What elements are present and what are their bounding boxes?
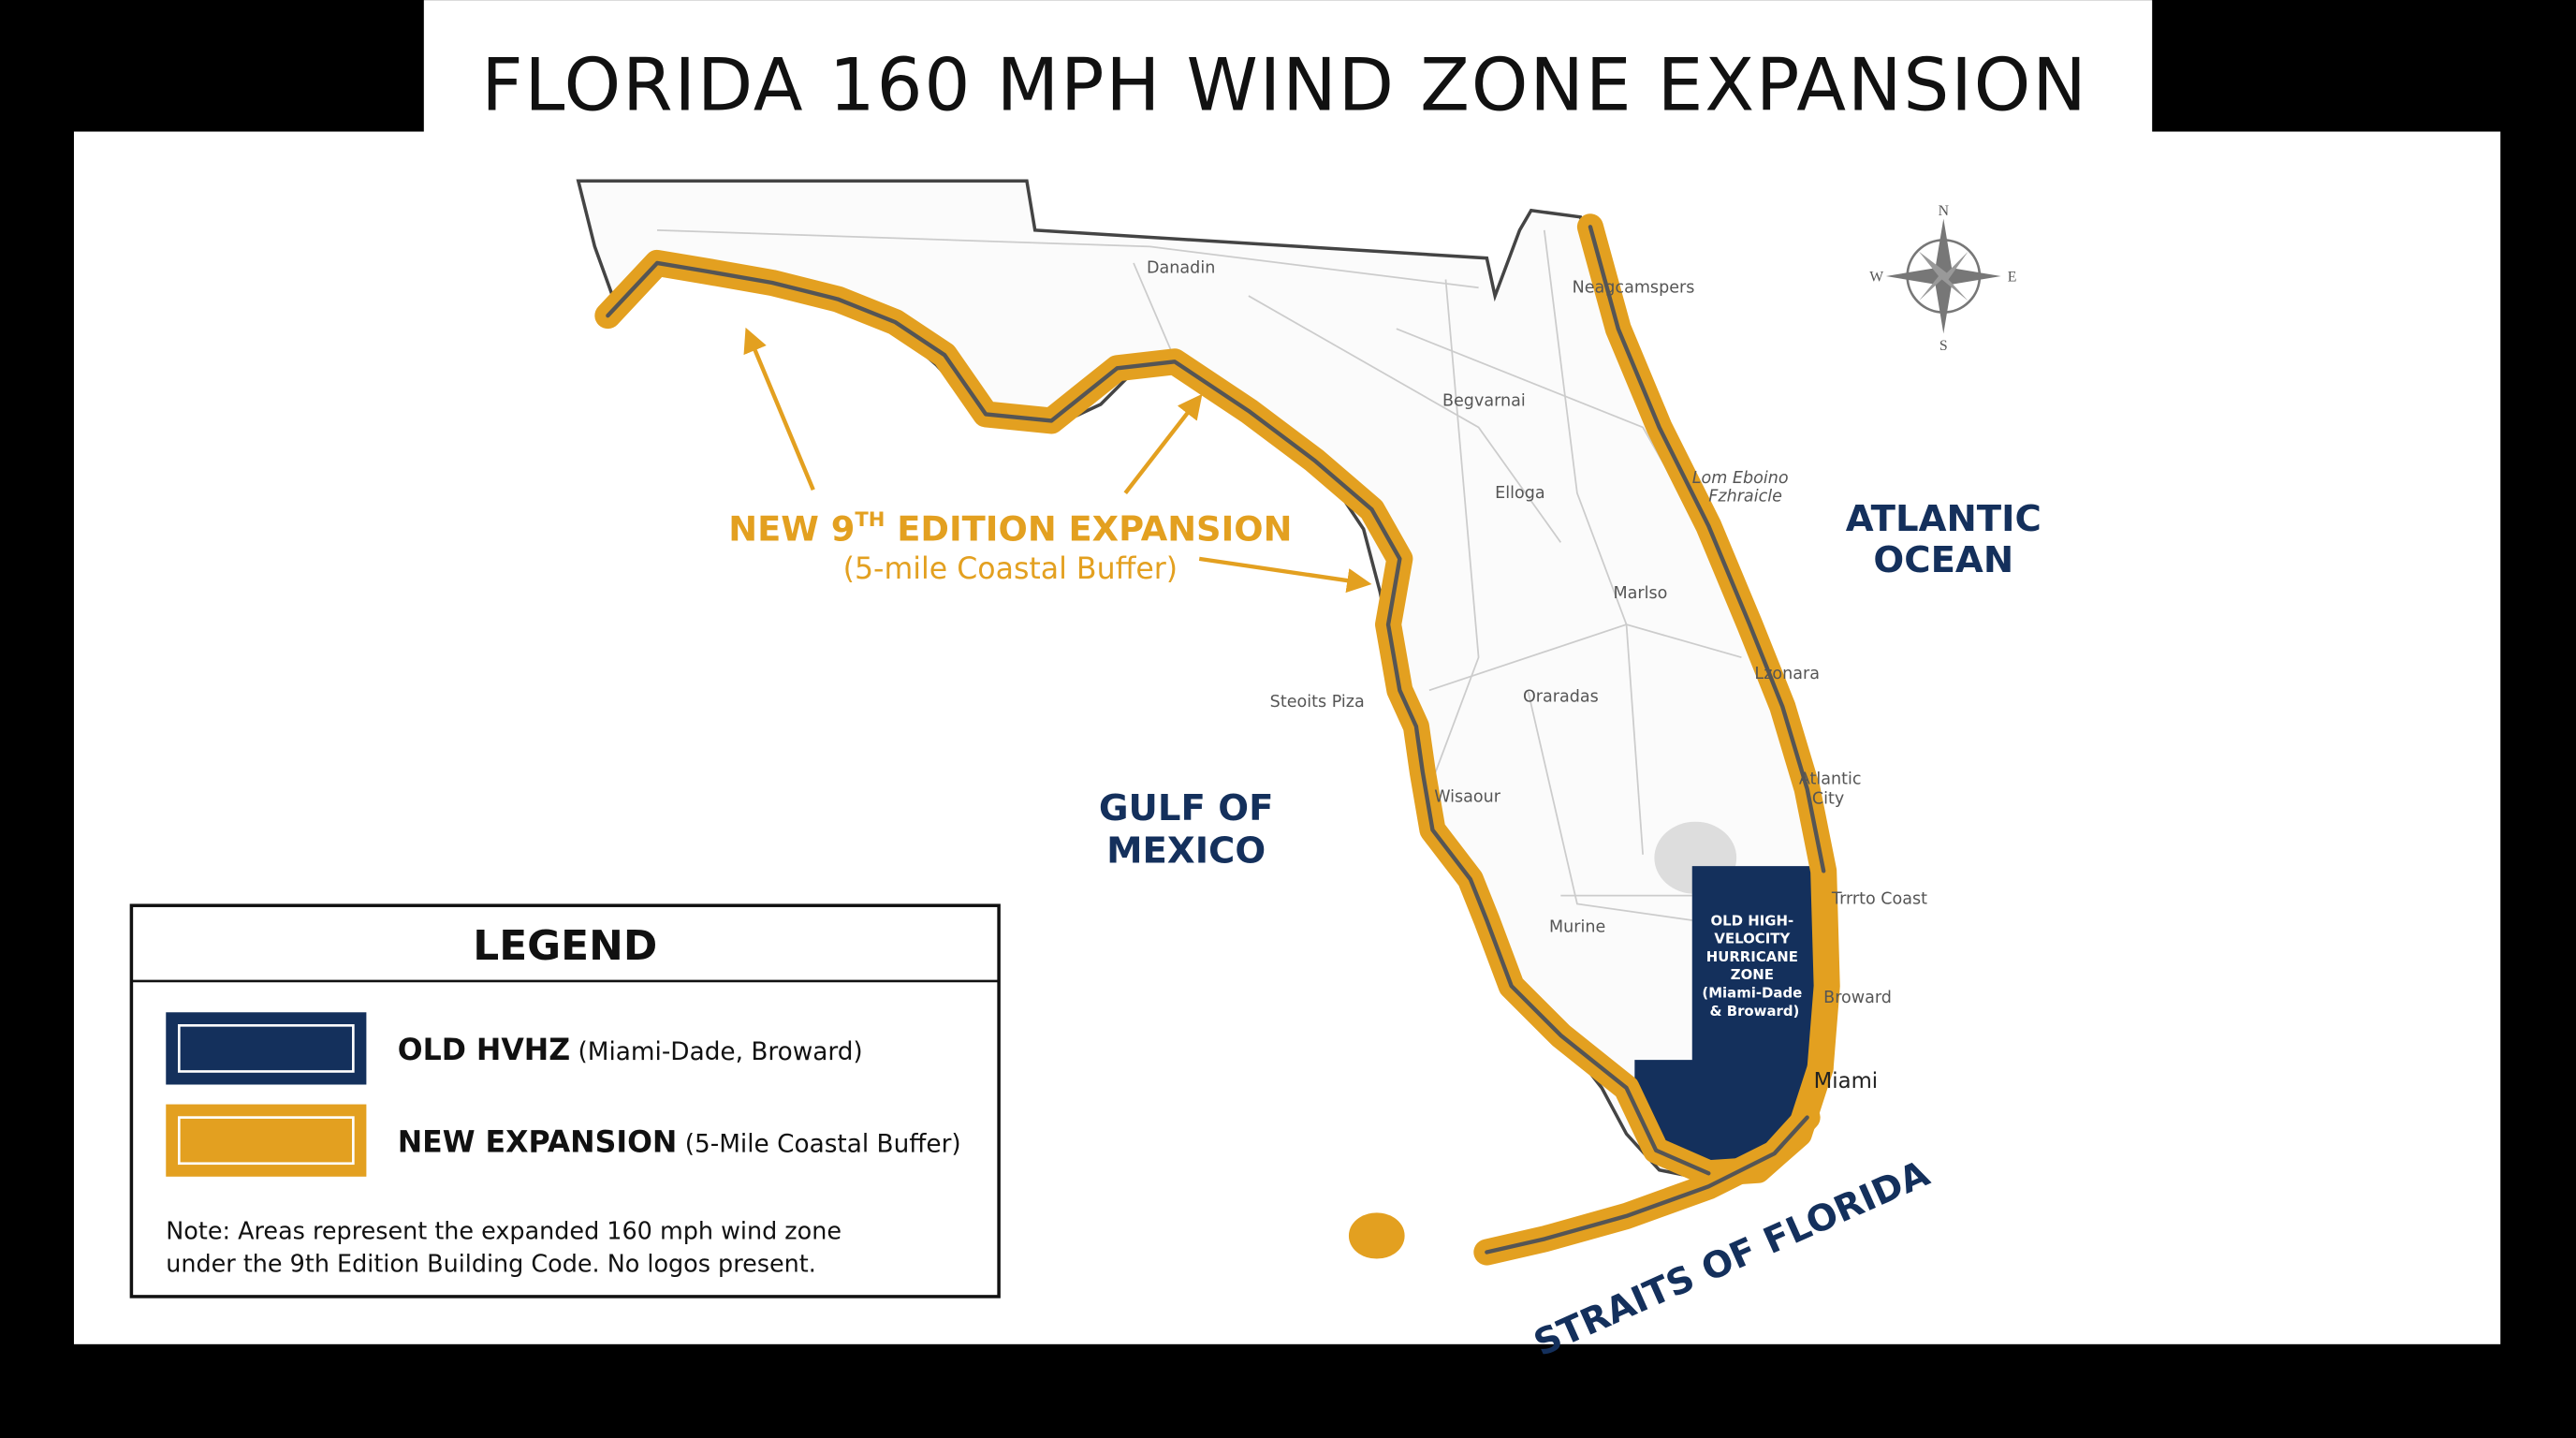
place: Fzhraicle: [1708, 487, 1782, 506]
compass: N E S W: [1869, 203, 2016, 354]
place: Wisaour: [1434, 788, 1501, 807]
compass-label: E: [2008, 269, 2017, 285]
hvhz-line: & Broward): [1710, 1003, 1800, 1020]
place: Marlso: [1614, 584, 1668, 603]
legend: LEGEND OLD HVHZ (Miami-Dade, Broward) NE…: [129, 903, 1001, 1299]
annotation-part: EDITION EXPANSION: [885, 509, 1292, 550]
legend-swatch: [166, 1104, 367, 1177]
place: Broward: [1823, 989, 1892, 1007]
hvhz-line: VELOCITY: [1714, 931, 1790, 947]
place: Oraradas: [1523, 688, 1599, 707]
legend-name: OLD HVHZ: [398, 1034, 570, 1067]
place: Danadin: [1147, 258, 1215, 277]
place: Miami: [1814, 1069, 1879, 1093]
annotation-title: NEW 9TH EDITION EXPANSION: [728, 507, 1292, 550]
water-label: ATLANTIC: [1846, 498, 2042, 540]
annotation-arrows: [743, 327, 1372, 594]
legend-name: NEW EXPANSION: [398, 1125, 678, 1159]
water-label: MEXICO: [1106, 830, 1266, 873]
place: Murine: [1549, 917, 1605, 936]
hvhz-line: (Miami-Dade: [1702, 984, 1802, 1001]
place: City: [1812, 789, 1844, 808]
compass-label: W: [1869, 269, 1883, 285]
water-label: GULF OF: [1099, 787, 1274, 829]
water-label: OCEAN: [1873, 539, 2013, 581]
annotation-superscript: TH: [855, 507, 885, 531]
hvhz-zone: [1634, 866, 1827, 1170]
place: Lzonara: [1754, 665, 1820, 683]
hvhz-label: OLD HIGH- VELOCITY HURRICANE ZONE (Miami…: [1702, 912, 1807, 1020]
place: Trrrto Coast: [1831, 889, 1927, 908]
place: Steoits Piza: [1270, 693, 1365, 712]
legend-entry: NEW EXPANSION (5-Mile Coastal Buffer): [398, 1125, 961, 1159]
legend-entry: OLD HVHZ (Miami-Dade, Broward): [398, 1034, 863, 1067]
legend-note: Note: Areas represent the expanded 160 m…: [166, 1216, 842, 1244]
legend-note: under the 9th Edition Building Code. No …: [166, 1250, 816, 1278]
title-box: [423, 0, 2153, 136]
place: Begvarnai: [1442, 392, 1526, 411]
annotation-part: NEW 9: [728, 509, 855, 550]
legend-detail: (Miami-Dade, Broward): [570, 1038, 863, 1066]
compass-label: S: [1939, 338, 1948, 354]
hvhz-line: HURRICANE: [1706, 948, 1798, 965]
place: Neagcamspers: [1573, 279, 1695, 298]
legend-detail: (5-Mile Coastal Buffer): [677, 1130, 960, 1158]
place: Elloga: [1495, 484, 1544, 503]
place: Atlantic: [1799, 770, 1862, 788]
compass-label: N: [1939, 203, 1950, 219]
legend-swatch: [166, 1012, 367, 1085]
legend-title: LEGEND: [473, 922, 657, 970]
annotation-subtitle: (5-mile Coastal Buffer): [843, 552, 1178, 586]
title: FLORIDA 160 MPH WIND ZONE EXPANSION: [481, 44, 2087, 128]
place: Lom Eboino: [1692, 469, 1789, 488]
coastal-buffer: [594, 213, 1840, 1266]
hvhz-line: OLD HIGH-: [1711, 912, 1794, 929]
hvhz-line: ZONE: [1731, 966, 1774, 983]
